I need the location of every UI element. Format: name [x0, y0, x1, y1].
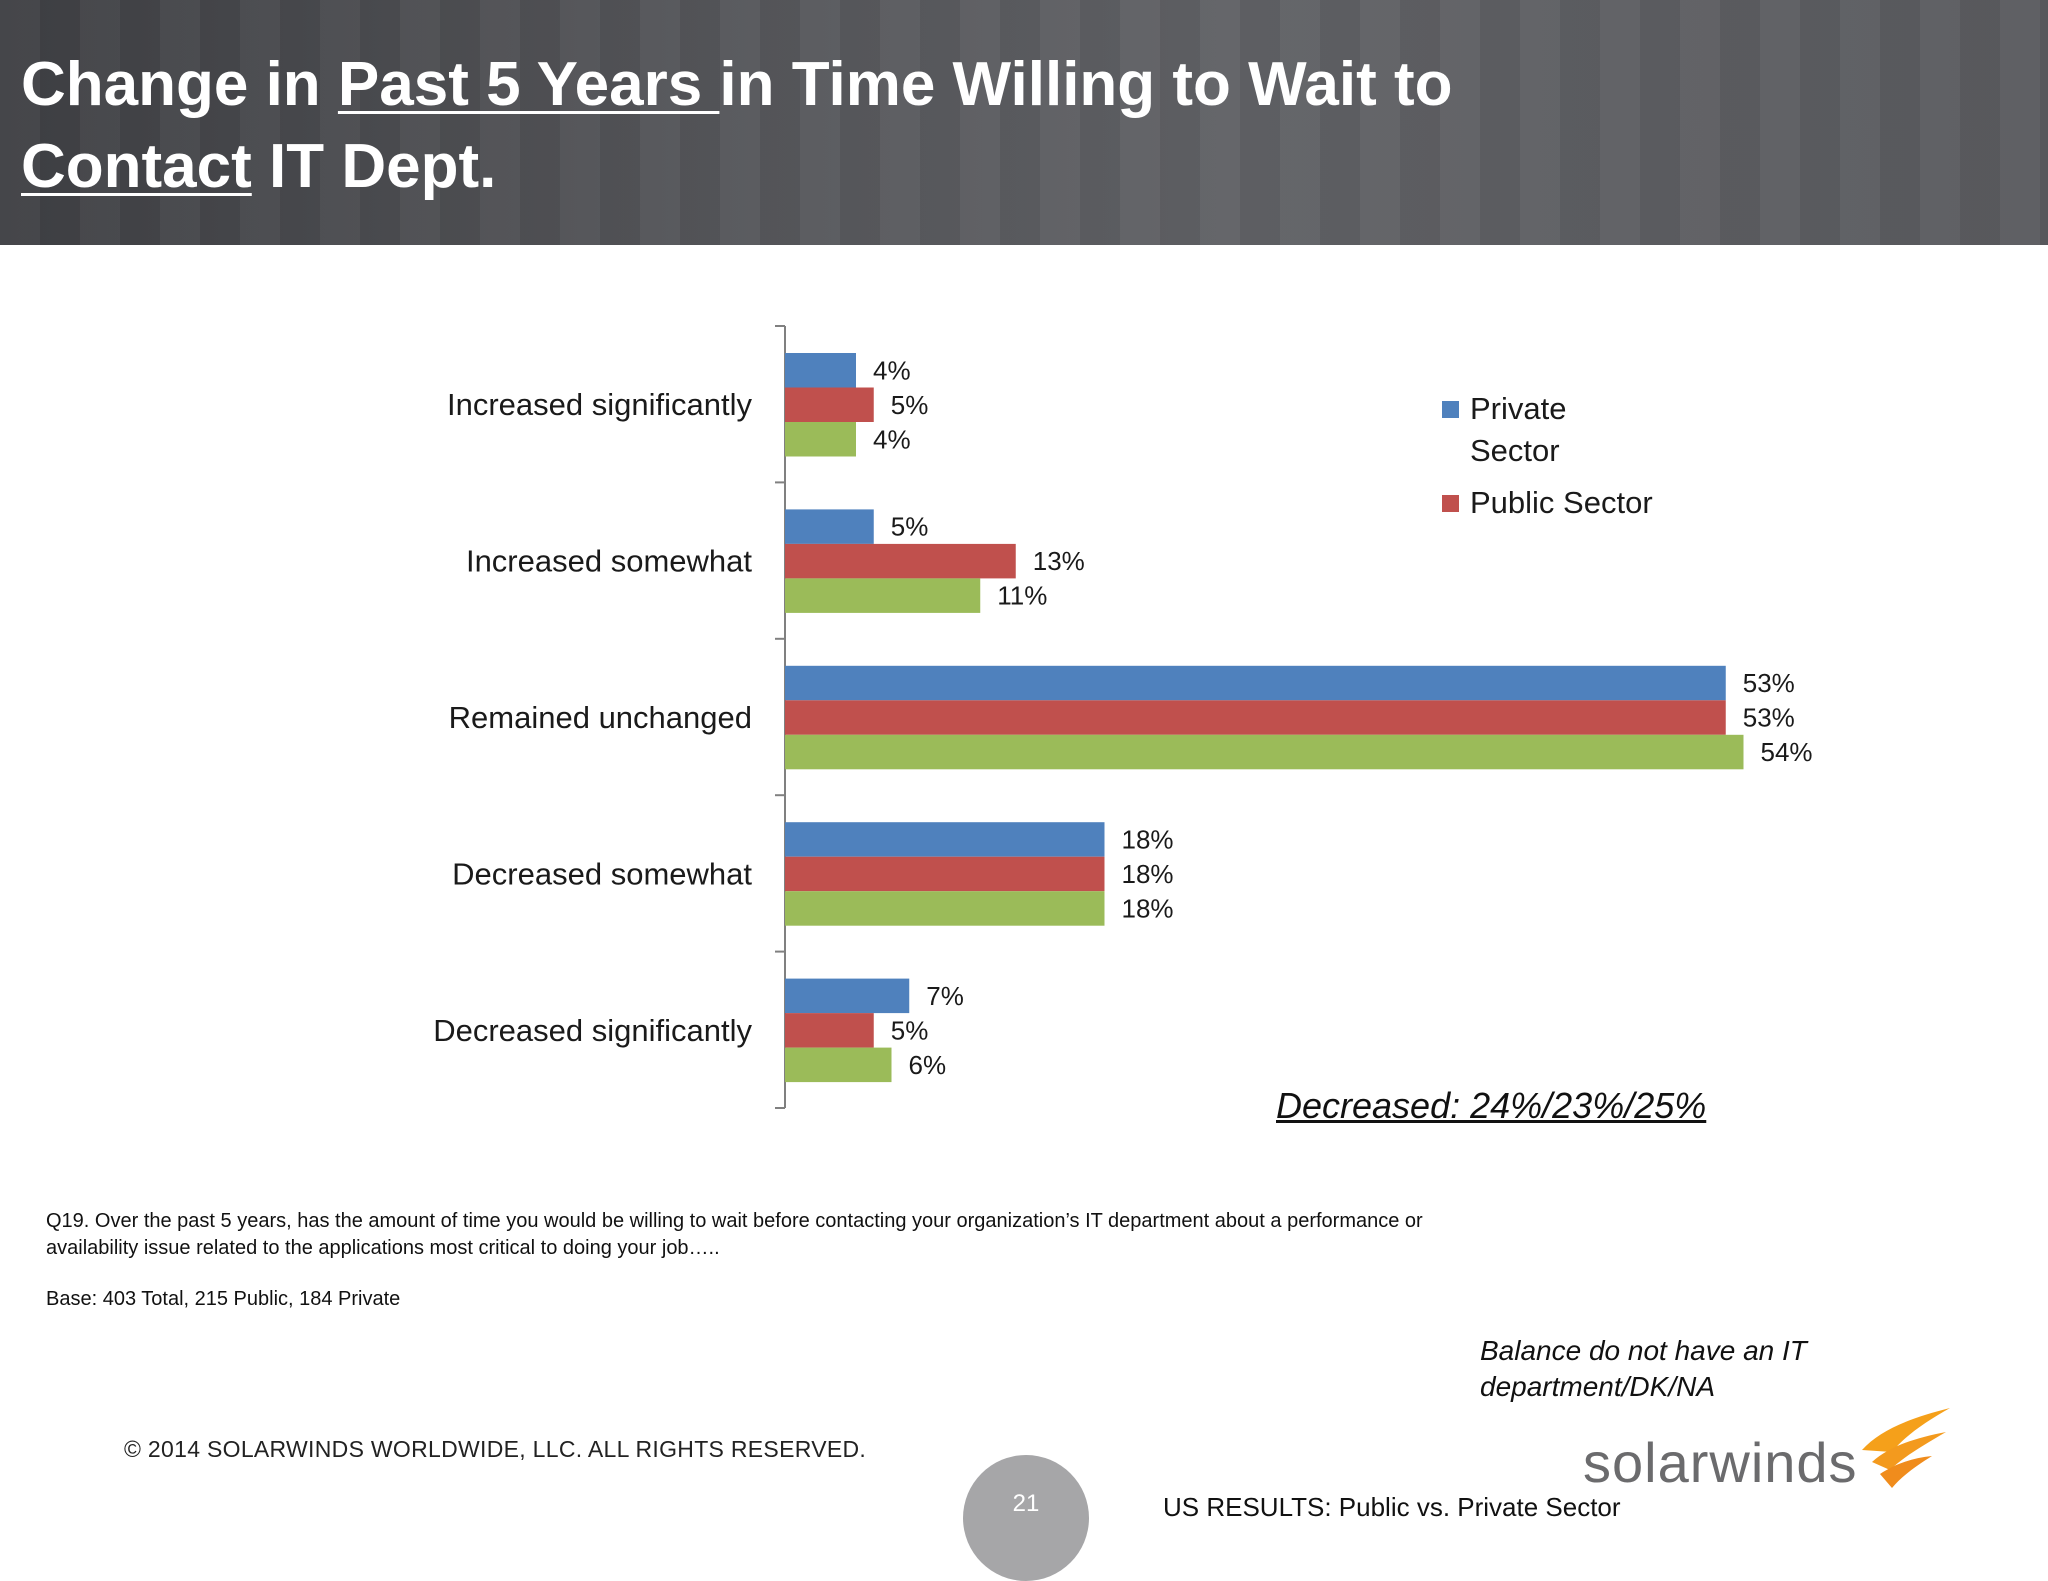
title-text-3: IT Dept. [251, 132, 497, 201]
legend-swatch-private [1442, 401, 1459, 418]
data-label: 4% [873, 424, 911, 454]
data-label: 18% [1122, 859, 1174, 889]
data-label: 5% [891, 512, 929, 542]
chart-axis [775, 325, 786, 1109]
bar [785, 578, 981, 613]
bar-chart: 4% 5% 4% 5% 13% 11% 53% 53% 54% 18% 18% 18% 7% 5% 6% I… [433, 325, 1813, 1109]
data-label: 18% [1122, 824, 1174, 854]
data-label: 53% [1743, 703, 1795, 733]
category-label: Decreased significantly [433, 1013, 752, 1048]
bar [785, 891, 1105, 926]
bar [785, 353, 856, 388]
title-underlined-2: Contact [21, 132, 252, 201]
chart-bars [785, 353, 1744, 1083]
data-label: 53% [1743, 668, 1795, 698]
bar [785, 1013, 874, 1048]
solarwinds-flame-icon [1862, 1408, 1950, 1488]
category-label: Decreased somewhat [452, 856, 752, 891]
banner-texture [0, 0, 2048, 245]
data-label: 4% [873, 355, 911, 385]
data-label: 6% [909, 1050, 947, 1080]
chart-category-labels: Increased significantly Increased somewha… [433, 387, 752, 1048]
data-label: 5% [891, 390, 929, 420]
data-label: 13% [1033, 546, 1085, 576]
title-banner: Change in Past 5 Years in Time Willing t… [0, 0, 2048, 245]
copyright: © 2014 SOLARWINDS WORLDWIDE, LLC. ALL RI… [124, 1436, 867, 1462]
sample-base: Base: 403 Total, 215 Public, 184 Private [46, 1288, 401, 1310]
bar [785, 422, 856, 457]
bar [785, 509, 874, 544]
data-label: 18% [1122, 893, 1174, 923]
legend-private-line2: Sector [1470, 433, 1560, 468]
category-label: Increased somewhat [466, 544, 752, 579]
decreased-summary: Decreased: 24%/23%/25% [1276, 1085, 1707, 1126]
solarwinds-logo: solarwinds [1583, 1431, 1858, 1494]
bar [785, 665, 1726, 701]
section-footer: US RESULTS: Public vs. Private Sector [1163, 1492, 1621, 1522]
title-text-1: Change in [21, 50, 338, 119]
category-label: Increased significantly [447, 387, 752, 422]
data-label: 11% [997, 581, 1047, 611]
data-label: 54% [1761, 737, 1813, 767]
bar [785, 387, 874, 422]
page-title: Change in Past 5 Years in Time Willing t… [21, 44, 1501, 208]
data-label: 5% [891, 1015, 929, 1045]
bar [785, 543, 1016, 579]
survey-question: Q19. Over the past 5 years, has the amou… [46, 1210, 1423, 1259]
page-number: 21 [1012, 1490, 1040, 1517]
data-label: 7% [926, 981, 964, 1011]
chart-legend: Private Sector Public Sector [1442, 391, 1653, 520]
bar [785, 978, 910, 1014]
balance-note: Balance do not have an IT department/DK/… [1480, 1335, 1807, 1402]
bar [785, 1047, 892, 1083]
bar [785, 856, 1105, 892]
bar [785, 822, 1105, 857]
title-text-2: in Time Willing to Wait to [719, 50, 1453, 119]
title-underlined-1: Past 5 Years [337, 50, 720, 119]
chart-value-labels: 4% 5% 4% 5% 13% 11% 53% 53% 54% 18% 18% 18% 7% 5% 6% [873, 355, 1813, 1080]
category-label: Remained unchanged [449, 700, 752, 735]
page-number-badge [963, 1455, 1089, 1581]
legend-public: Public Sector [1470, 485, 1653, 520]
legend-swatch-public [1442, 495, 1459, 512]
bar [785, 734, 1744, 770]
bar [785, 700, 1726, 735]
legend-private-line1: Private [1470, 391, 1566, 426]
